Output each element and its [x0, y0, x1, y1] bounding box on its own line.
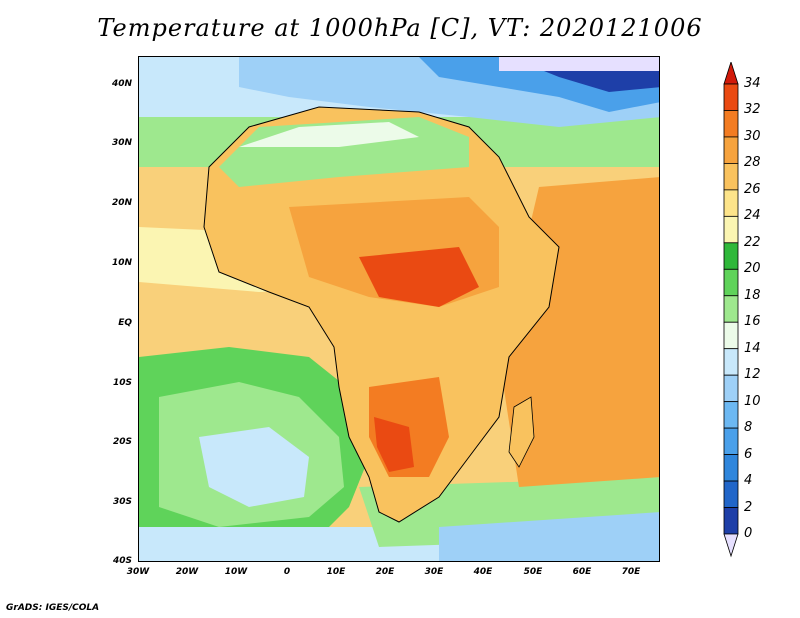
- colorbar-label: 2: [744, 499, 753, 515]
- lon-label-30w: 30W: [126, 567, 150, 577]
- colorbar-swatch: [723, 295, 739, 323]
- colorbar-swatch: [723, 480, 739, 508]
- colorbar-swatch: [723, 348, 739, 376]
- lon-label-40e: 40E: [473, 567, 493, 577]
- map-title: Temperature at 1000hPa [C], VT: 20201210…: [97, 14, 703, 42]
- colorbar-swatch: [723, 136, 739, 164]
- lat-label-40n: 40N: [111, 79, 132, 89]
- colorbar-swatch: [723, 163, 739, 191]
- lon-label-0: 0: [283, 567, 291, 577]
- colorbar-label: 22: [744, 234, 761, 250]
- lat-label-10n: 10N: [111, 258, 132, 268]
- lat-label-30s: 30S: [112, 497, 132, 507]
- colorbar-label: 28: [744, 155, 761, 171]
- colorbar-label: 30: [744, 128, 761, 144]
- lat-label-20n: 20N: [111, 198, 132, 208]
- lon-label-20w: 20W: [175, 567, 199, 577]
- coastline: [203, 106, 560, 523]
- colorbar-label: 18: [744, 287, 761, 303]
- colorbar-below-triangle: [723, 533, 739, 558]
- colorbar-label: 8: [744, 420, 753, 436]
- colorbar-label: 34: [744, 76, 761, 91]
- madagascar: [508, 396, 535, 468]
- lat-label-eq: EQ: [118, 318, 132, 328]
- colorbar-swatch: [723, 507, 739, 535]
- colorbar-label: 4: [744, 473, 753, 489]
- colorbar: [718, 60, 758, 566]
- lon-label-10w: 10W: [224, 567, 248, 577]
- lat-label-10s: 10S: [112, 378, 132, 388]
- lat-label-30n: 30N: [111, 138, 132, 148]
- lon-label-60e: 60E: [572, 567, 592, 577]
- colorbar-label: 20: [744, 261, 761, 277]
- colorbar-label: 16: [744, 314, 761, 330]
- colorbar-label: 6: [744, 446, 753, 462]
- lat-label-40s: 40S: [112, 556, 132, 566]
- colorbar-swatch: [723, 83, 739, 111]
- colorbar-swatch: [723, 189, 739, 217]
- colorbar-label: 14: [744, 340, 761, 356]
- lat-label-20s: 20S: [112, 437, 132, 447]
- colorbar-swatch: [723, 215, 739, 244]
- colorbar-swatch: [723, 401, 739, 429]
- colorbar-above-triangle: [723, 60, 739, 85]
- lon-label-10e: 10E: [326, 567, 346, 577]
- credit-footer: GrADS: IGES/COLA: [6, 603, 100, 613]
- temperature-map: [138, 56, 660, 562]
- colorbar-swatch: [723, 110, 739, 138]
- lon-label-70e: 70E: [621, 567, 641, 577]
- colorbar-label: 24: [744, 208, 761, 224]
- central-africa-hot: [359, 247, 479, 307]
- colorbar-label: 10: [744, 393, 761, 409]
- temperature-field: [139, 57, 659, 561]
- colorbar-swatches: [723, 60, 739, 558]
- colorbar-swatch: [723, 242, 739, 270]
- colorbar-label: 0: [744, 526, 753, 541]
- colorbar-swatch: [723, 427, 739, 455]
- colorbar-swatch: [723, 268, 739, 297]
- colorbar-swatch: [723, 454, 739, 482]
- colorbar-swatch: [723, 321, 739, 350]
- colorbar-swatch: [723, 374, 739, 403]
- colorbar-label: 26: [744, 181, 761, 197]
- lon-label-20e: 20E: [375, 567, 395, 577]
- lon-label-50e: 50E: [523, 567, 543, 577]
- colorbar-label: 12: [744, 367, 761, 383]
- lon-label-30e: 30E: [424, 567, 444, 577]
- colorbar-label: 32: [744, 102, 761, 118]
